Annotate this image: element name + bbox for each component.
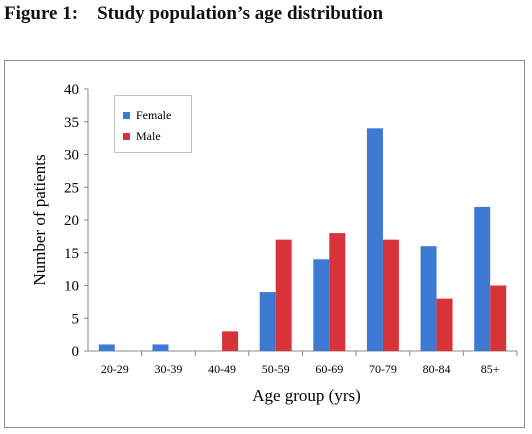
y-tick-label-5: 5 xyxy=(72,311,80,327)
x-tick-label-40-49: 40-49 xyxy=(208,362,236,376)
x-tick-label-85+: 85+ xyxy=(481,362,500,376)
bar-female-50-59 xyxy=(259,292,276,351)
x-tick-label-60-69: 60-69 xyxy=(315,362,343,376)
bar-male-40-49 xyxy=(222,331,239,351)
chart-bars xyxy=(98,128,507,351)
y-axis-title: Number of patients xyxy=(30,154,49,285)
y-tick-label-20: 20 xyxy=(64,213,79,229)
legend-swatch-female xyxy=(123,112,130,119)
bar-male-60-69 xyxy=(329,233,346,351)
chart-frame xyxy=(4,60,525,428)
y-tick-label-15: 15 xyxy=(64,246,79,262)
bar-female-30-39 xyxy=(152,344,169,351)
legend-swatch-male xyxy=(123,133,130,140)
figure-label: Figure 1: xyxy=(4,3,79,24)
legend-item-female: Female xyxy=(123,108,171,123)
bar-female-20-29 xyxy=(98,344,115,351)
y-tick-label-0: 0 xyxy=(72,344,80,360)
x-tick-label-50-59: 50-59 xyxy=(262,362,290,376)
chart-labels: 0 5 10 15 20 25 30 35 40 20-29 30-39 40-49 50-59 60-6… xyxy=(30,82,500,405)
bar-male-80-84 xyxy=(436,298,453,351)
bar-female-80-84 xyxy=(420,246,437,351)
y-tick-label-10: 10 xyxy=(64,279,79,295)
x-tick-label-80-84: 80-84 xyxy=(423,362,451,376)
y-tick-label-25: 25 xyxy=(64,180,79,196)
y-tick-label-40: 40 xyxy=(64,82,79,98)
y-tick-label-30: 30 xyxy=(64,148,79,164)
x-tick-label-30-39: 30-39 xyxy=(154,362,182,376)
bar-male-85+ xyxy=(490,285,507,351)
bar-female-70-79 xyxy=(366,128,383,351)
x-axis-title: Age group (yrs) xyxy=(252,386,361,405)
x-tick-label-20-29: 20-29 xyxy=(101,362,129,376)
legend-label-female: Female xyxy=(136,108,172,122)
y-tick-label-35: 35 xyxy=(64,115,79,131)
bar-female-60-69 xyxy=(313,259,330,351)
bar-male-70-79 xyxy=(382,239,399,351)
chart-legend: Female Male xyxy=(114,95,192,153)
bar-male-50-59 xyxy=(275,239,292,351)
bar-female-85+ xyxy=(474,206,491,351)
legend-item-male: Male xyxy=(123,129,161,144)
figure-title: Figure 1: Study population’s age distrib… xyxy=(4,3,383,25)
legend-label-male: Male xyxy=(136,129,161,143)
figure-title-text: Study population’s age distribution xyxy=(97,3,384,24)
x-tick-label-70-79: 70-79 xyxy=(369,362,397,376)
